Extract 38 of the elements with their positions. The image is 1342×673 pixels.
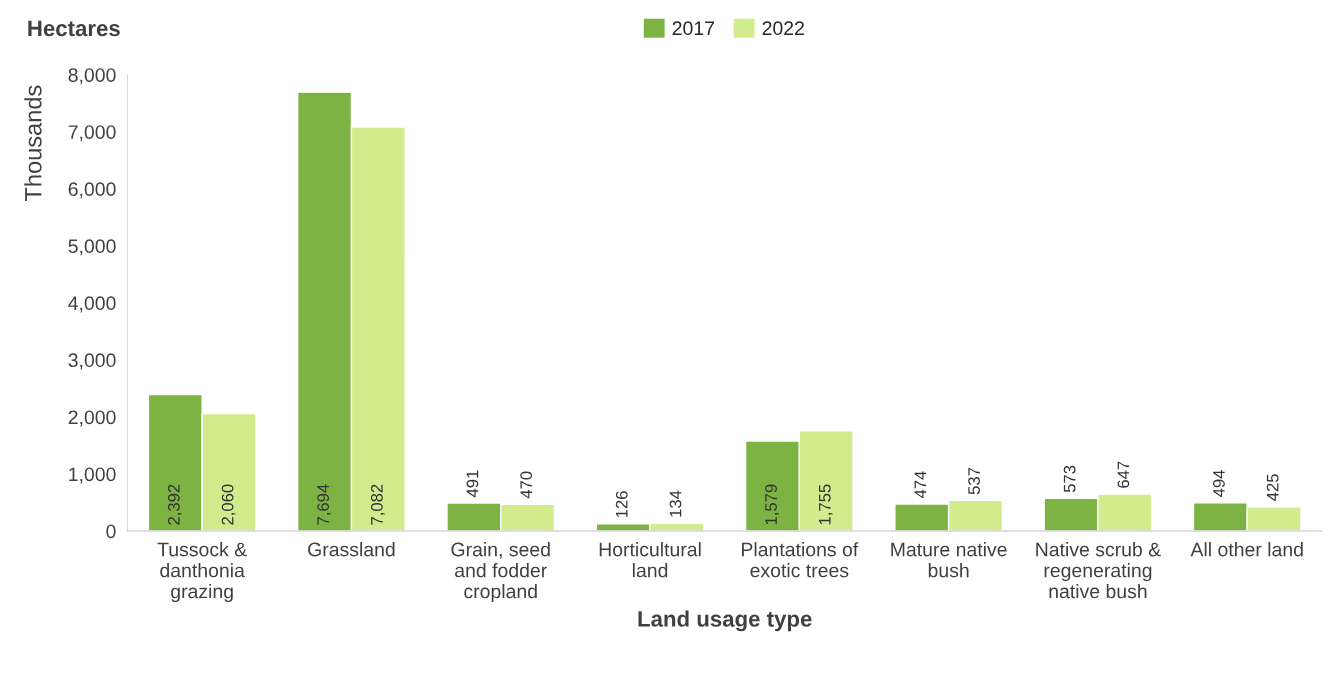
data-label: 134 [669, 490, 682, 517]
x-tick-label: Horticultural land [599, 542, 701, 578]
x-tick-label: Mature native bush [891, 542, 1007, 578]
data-label: 1,755 [819, 484, 833, 525]
data-label: 647 [1117, 461, 1130, 488]
data-label: 474 [914, 471, 927, 499]
data-label: 126 [615, 491, 628, 518]
y-axis-title: Thousands [24, 85, 42, 202]
y-tick-label: 6,000 [68, 182, 116, 199]
y-tick-label: 1,000 [69, 467, 116, 484]
data-label: 537 [968, 467, 980, 495]
data-label: 425 [1266, 474, 1279, 501]
y-tick-label: 4,000 [68, 296, 116, 313]
data-label: 494 [1213, 470, 1225, 497]
x-axis-title: Land usage type [638, 610, 812, 632]
x-tick-label: Grassland [308, 542, 395, 557]
data-label: 7,082 [370, 484, 385, 525]
data-label: 1,579 [765, 484, 779, 525]
legend-label: 2017 [672, 21, 714, 36]
y-tick-label: 3,000 [68, 353, 116, 370]
x-tick-label: Grain, seed and fodder cropland [451, 542, 550, 603]
x-tick-label: Native scrub & regenerating native bush [1036, 542, 1161, 599]
data-label: 491 [466, 470, 479, 498]
data-label: 573 [1063, 465, 1076, 493]
data-label: 2,392 [167, 484, 182, 525]
y-tick-label: 5,000 [68, 239, 116, 256]
x-tick-label: Tussock & danthonia grazing [157, 542, 247, 603]
y-tick-label: 0 [106, 524, 116, 539]
data-label: 7,694 [317, 484, 332, 525]
data-label: 470 [520, 471, 533, 499]
x-tick-label: Plantations of exotic trees [742, 542, 859, 578]
y-tick-label: 7,000 [68, 125, 116, 142]
y-tick-label: 8,000 [68, 68, 116, 85]
x-tick-label: All other land [1190, 542, 1303, 557]
data-label: 2,060 [221, 484, 236, 525]
chart-title: Hectares [28, 20, 120, 37]
y-tick-label: 2,000 [68, 410, 116, 427]
legend-label: 2022 [762, 21, 804, 36]
